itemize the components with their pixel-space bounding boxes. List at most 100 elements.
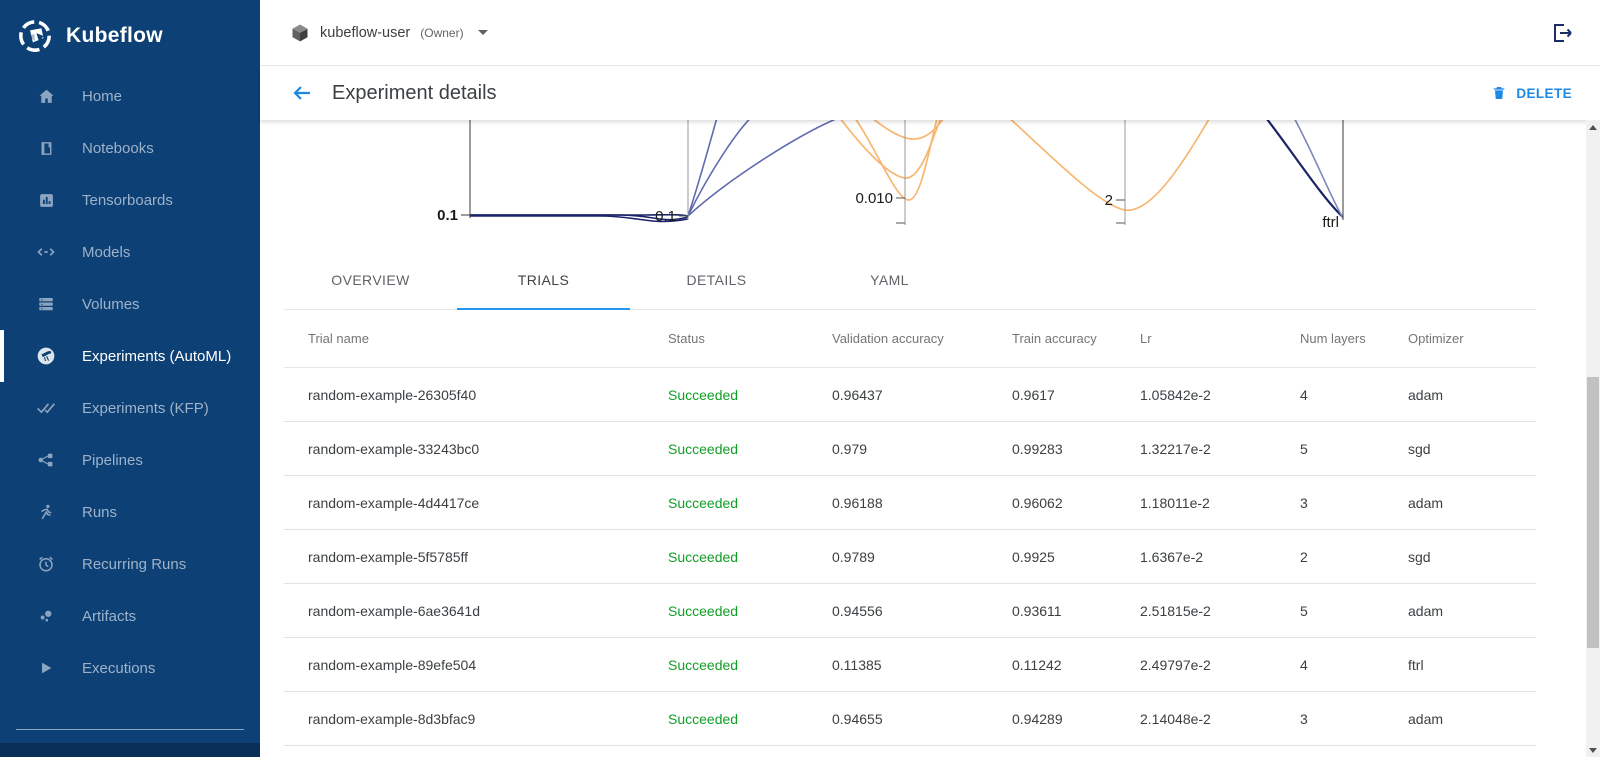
- vertical-scrollbar[interactable]: [1586, 120, 1600, 757]
- tab-label: OVERVIEW: [331, 271, 410, 288]
- optimizer-cell: adam: [1408, 494, 1444, 511]
- num-layers-cell: 4: [1300, 386, 1308, 403]
- status-cell: Succeeded: [668, 710, 739, 727]
- sidebar-item-pipelines[interactable]: Pipelines: [0, 434, 260, 486]
- sidebar-item-label: Models: [82, 243, 131, 261]
- notebook-icon: [36, 138, 56, 158]
- pipeline-graph-icon: [36, 450, 56, 470]
- sidebar-item-label: Experiments (KFP): [82, 399, 209, 417]
- kubeflow-logo[interactable]: Kubeflow: [0, 0, 260, 58]
- parallel-coordinates-chart: 0.1 0.1 0.010 2 ftrl: [260, 120, 1600, 250]
- optimizer-cell: sgd: [1408, 548, 1431, 565]
- train-accuracy-cell: 0.11242: [1012, 656, 1062, 673]
- train-accuracy-cell: 0.93611: [1012, 602, 1062, 619]
- table-row[interactable]: random-example-6ae3641d Succeeded 0.9455…: [284, 584, 1536, 638]
- alarm-clock-icon: [36, 554, 56, 574]
- sidebar-item-executions[interactable]: Executions: [0, 642, 260, 694]
- lr-cell: 2.14048e-2: [1140, 710, 1211, 727]
- lr-cell: 1.6367e-2: [1140, 548, 1204, 565]
- table-row[interactable]: random-example-89efe504 Succeeded 0.1138…: [284, 638, 1536, 692]
- namespace-role: (Owner): [420, 25, 464, 40]
- train-accuracy-cell: 0.96062: [1012, 494, 1063, 511]
- axis-tick-optimizer: ftrl: [1322, 214, 1339, 231]
- namespace-selector[interactable]: kubeflow-user (Owner): [290, 23, 488, 43]
- automl-telescope-icon: [36, 346, 56, 366]
- trials-table: Trial name Status Validation accuracy Tr…: [284, 310, 1536, 746]
- validation-accuracy-cell: 0.96437: [832, 386, 883, 403]
- validation-accuracy-cell: 0.11385: [832, 656, 882, 673]
- num-layers-cell: 5: [1300, 602, 1308, 619]
- double-check-icon: [36, 398, 56, 418]
- sidebar-item-label: Recurring Runs: [82, 555, 187, 573]
- col-header-train-accuracy: Train accuracy: [1012, 331, 1097, 346]
- sidebar-item-recurring-runs[interactable]: Recurring Runs: [0, 538, 260, 590]
- table-row[interactable]: random-example-33243bc0 Succeeded 0.979 …: [284, 422, 1536, 476]
- chart-orange-lines: [840, 120, 1210, 211]
- home-icon: [36, 86, 56, 106]
- train-accuracy-cell: 0.9617: [1012, 386, 1055, 403]
- col-header-trial-name: Trial name: [308, 331, 369, 346]
- lr-cell: 1.05842e-2: [1140, 386, 1211, 403]
- brand-name: Kubeflow: [66, 24, 163, 47]
- tab-trials[interactable]: TRIALS: [457, 250, 630, 310]
- namespace-cube-icon: [290, 23, 310, 43]
- sidebar-item-artifacts[interactable]: Artifacts: [0, 590, 260, 642]
- sidebar-item-runs[interactable]: Runs: [0, 486, 260, 538]
- code-arrows-icon: [36, 242, 56, 262]
- sidebar-item-label: Notebooks: [82, 139, 154, 157]
- sidebar: Kubeflow Home Notebooks Tensorboards: [0, 0, 260, 757]
- tab-label: YAML: [870, 271, 909, 288]
- col-header-num-layers: Num layers: [1300, 331, 1366, 346]
- stacked-list-icon: [36, 294, 56, 314]
- sidebar-item-label: Pipelines: [82, 451, 143, 469]
- sidebar-item-experiments-kfp[interactable]: Experiments (KFP): [0, 382, 260, 434]
- status-cell: Succeeded: [668, 548, 739, 565]
- kubeflow-logo-icon: [18, 19, 52, 53]
- optimizer-cell: ftrl: [1408, 656, 1424, 673]
- axis-tick-lr: 0.010: [855, 190, 893, 207]
- train-accuracy-cell: 0.94289: [1012, 710, 1063, 727]
- sidebar-item-tensorboards[interactable]: Tensorboards: [0, 174, 260, 226]
- back-arrow-button[interactable]: [290, 81, 314, 105]
- tab-yaml[interactable]: YAML: [803, 250, 976, 309]
- delete-button[interactable]: DELETE: [1491, 84, 1572, 102]
- table-row[interactable]: random-example-4d4417ce Succeeded 0.9618…: [284, 476, 1536, 530]
- trial-name-cell: random-example-33243bc0: [308, 440, 480, 457]
- train-accuracy-cell: 0.9925: [1012, 548, 1055, 565]
- sidebar-item-volumes[interactable]: Volumes: [0, 278, 260, 330]
- scrollbar-down-arrow[interactable]: [1586, 743, 1600, 757]
- runner-icon: [36, 502, 56, 522]
- logout-button[interactable]: [1550, 21, 1574, 45]
- table-row[interactable]: random-example-8d3bfac9 Succeeded 0.9465…: [284, 692, 1536, 746]
- sidebar-divider: [16, 729, 244, 730]
- tab-label: DETAILS: [686, 271, 747, 288]
- validation-accuracy-cell: 0.979: [832, 440, 868, 457]
- tab-label: TRIALS: [517, 271, 570, 288]
- artifacts-dots-icon: [36, 606, 56, 626]
- num-layers-cell: 3: [1300, 710, 1308, 727]
- scrollbar-up-arrow[interactable]: [1586, 120, 1600, 134]
- trial-name-cell: random-example-4d4417ce: [308, 494, 480, 511]
- scrollbar-thumb[interactable]: [1587, 377, 1599, 648]
- trial-name-cell: random-example-26305f40: [308, 386, 477, 403]
- sidebar-item-label: Experiments (AutoML): [82, 347, 232, 365]
- table-row[interactable]: random-example-26305f40 Succeeded 0.9643…: [284, 368, 1536, 422]
- table-row[interactable]: random-example-5f5785ff Succeeded 0.9789…: [284, 530, 1536, 584]
- tab-overview[interactable]: OVERVIEW: [284, 250, 457, 309]
- trial-name-cell: random-example-6ae3641d: [308, 602, 480, 619]
- sidebar-bottom-strip: [0, 743, 260, 757]
- col-header-validation-accuracy: Validation accuracy: [832, 331, 944, 346]
- sidebar-item-models[interactable]: Models: [0, 226, 260, 278]
- col-header-status: Status: [668, 331, 705, 346]
- chart-navy-lines: [470, 120, 1344, 223]
- tab-details[interactable]: DETAILS: [630, 250, 803, 309]
- sidebar-item-home[interactable]: Home: [0, 70, 260, 122]
- sidebar-item-label: Executions: [82, 659, 156, 677]
- status-cell: Succeeded: [668, 440, 739, 457]
- chart-purple-lines: [687, 120, 1344, 219]
- sidebar-item-experiments-automl[interactable]: Experiments (AutoML): [0, 330, 260, 382]
- chevron-down-icon: [477, 30, 488, 35]
- trial-name-cell: random-example-8d3bfac9: [308, 710, 476, 727]
- sidebar-item-notebooks[interactable]: Notebooks: [0, 122, 260, 174]
